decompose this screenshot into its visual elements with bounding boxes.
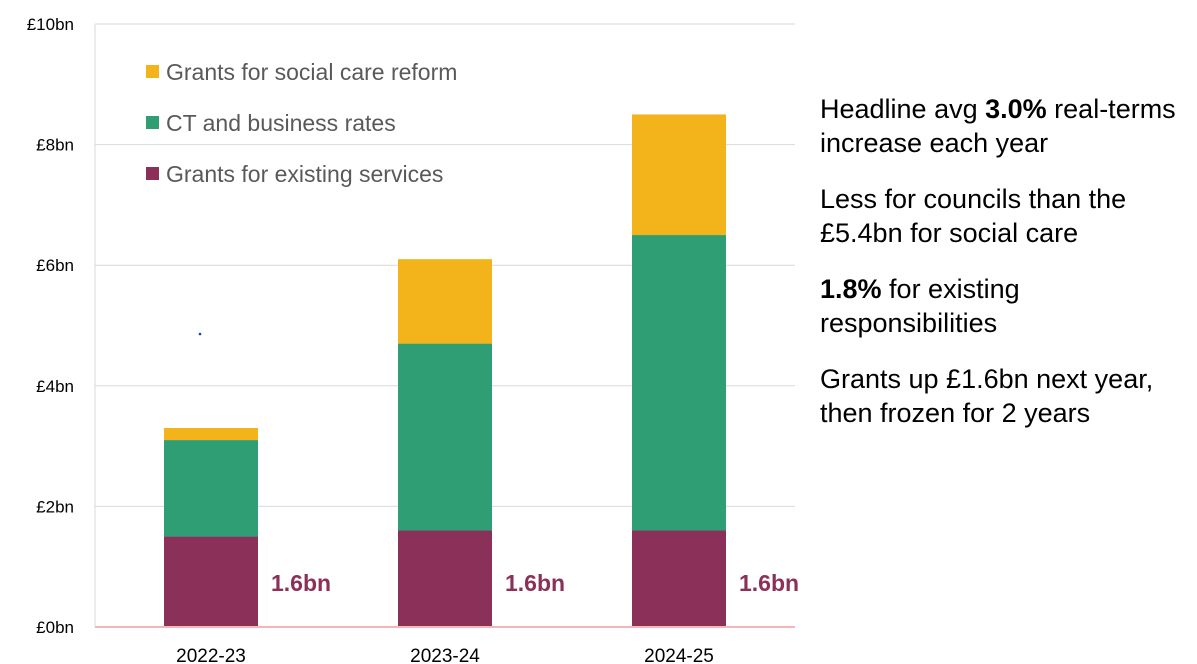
bar-segment bbox=[398, 343, 492, 531]
bar-segment bbox=[632, 530, 726, 627]
bar-segment bbox=[398, 259, 492, 344]
legend-swatch bbox=[146, 116, 159, 129]
bar-segment bbox=[398, 530, 492, 627]
y-tick-label: £6bn bbox=[36, 256, 74, 275]
commentary-panel: Headline avg 3.0% real-terms increase ea… bbox=[820, 92, 1195, 452]
x-tick-label: 2023-24 bbox=[410, 646, 480, 664]
bar-segment bbox=[632, 235, 726, 531]
legend-label: CT and business rates bbox=[166, 110, 396, 136]
stray-dot bbox=[198, 332, 202, 336]
bar-segment bbox=[632, 114, 726, 236]
y-tick-label: £10bn bbox=[27, 15, 74, 34]
bar-segment bbox=[164, 440, 258, 537]
x-tick-label: 2022-23 bbox=[176, 646, 246, 664]
x-tick-label: 2024-25 bbox=[644, 646, 714, 664]
y-tick-label: £0bn bbox=[36, 618, 74, 637]
note-existing-responsibilities: 1.8% for existing responsibilities bbox=[820, 274, 1020, 338]
note-headline-increase: Headline avg 3.0% real-terms increase ea… bbox=[820, 94, 1176, 158]
legend-swatch bbox=[146, 167, 159, 180]
data-label: 1.6bn bbox=[505, 570, 565, 596]
data-label: 1.6bn bbox=[739, 570, 799, 596]
bar-segment bbox=[164, 428, 258, 441]
stacked-bar-chart: £0bn £2bn £4bn £6bn £8bn £10bn 2022-23 1.6bn 202… bbox=[27, 15, 799, 664]
note-social-care-comparison: Less for councils than the £5.4bn for so… bbox=[820, 184, 1127, 248]
data-label: 1.6bn bbox=[271, 570, 331, 596]
y-tick-label: £4bn bbox=[36, 377, 74, 396]
legend-label: Grants for existing services bbox=[166, 161, 443, 187]
legend-swatch bbox=[146, 65, 159, 78]
y-tick-label: £2bn bbox=[36, 497, 74, 516]
legend-label: Grants for social care reform bbox=[166, 59, 457, 85]
y-tick-label: £8bn bbox=[36, 136, 74, 155]
note-grants-frozen: Grants up £1.6bn next year, then frozen … bbox=[820, 364, 1154, 428]
bar-segment bbox=[164, 536, 258, 627]
